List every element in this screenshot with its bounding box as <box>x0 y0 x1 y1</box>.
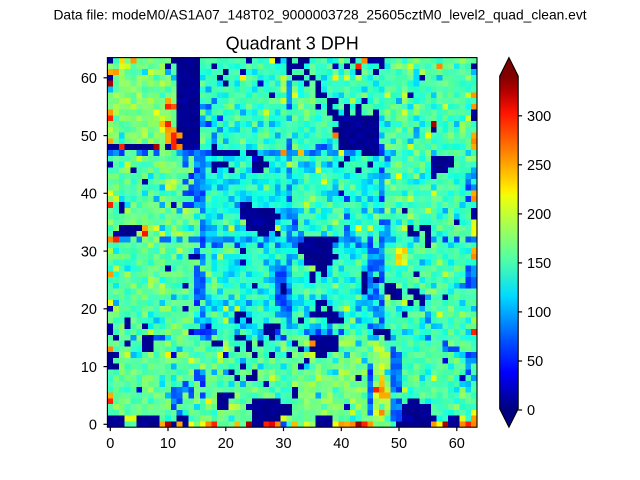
svg-text:60: 60 <box>449 436 465 452</box>
svg-text:100: 100 <box>527 305 551 321</box>
svg-text:50: 50 <box>391 436 407 452</box>
svg-text:30: 30 <box>81 244 97 260</box>
svg-text:0: 0 <box>106 436 114 452</box>
svg-text:150: 150 <box>527 256 551 272</box>
svg-text:200: 200 <box>527 207 551 223</box>
svg-text:50: 50 <box>81 129 97 145</box>
svg-text:10: 10 <box>81 360 97 376</box>
svg-text:40: 40 <box>333 436 349 452</box>
svg-text:20: 20 <box>81 302 97 318</box>
svg-text:40: 40 <box>81 187 97 203</box>
svg-text:20: 20 <box>218 436 234 452</box>
svg-text:Data file: modeM0/AS1A07_148T0: Data file: modeM0/AS1A07_148T02_90000037… <box>53 7 586 22</box>
svg-text:300: 300 <box>527 109 551 125</box>
svg-text:60: 60 <box>81 71 97 87</box>
svg-text:10: 10 <box>160 436 176 452</box>
svg-text:Quadrant 3 DPH: Quadrant 3 DPH <box>226 34 359 54</box>
svg-text:250: 250 <box>527 158 551 174</box>
svg-text:0: 0 <box>89 418 97 434</box>
svg-text:30: 30 <box>275 436 291 452</box>
svg-text:50: 50 <box>527 354 543 370</box>
svg-text:0: 0 <box>527 403 535 419</box>
